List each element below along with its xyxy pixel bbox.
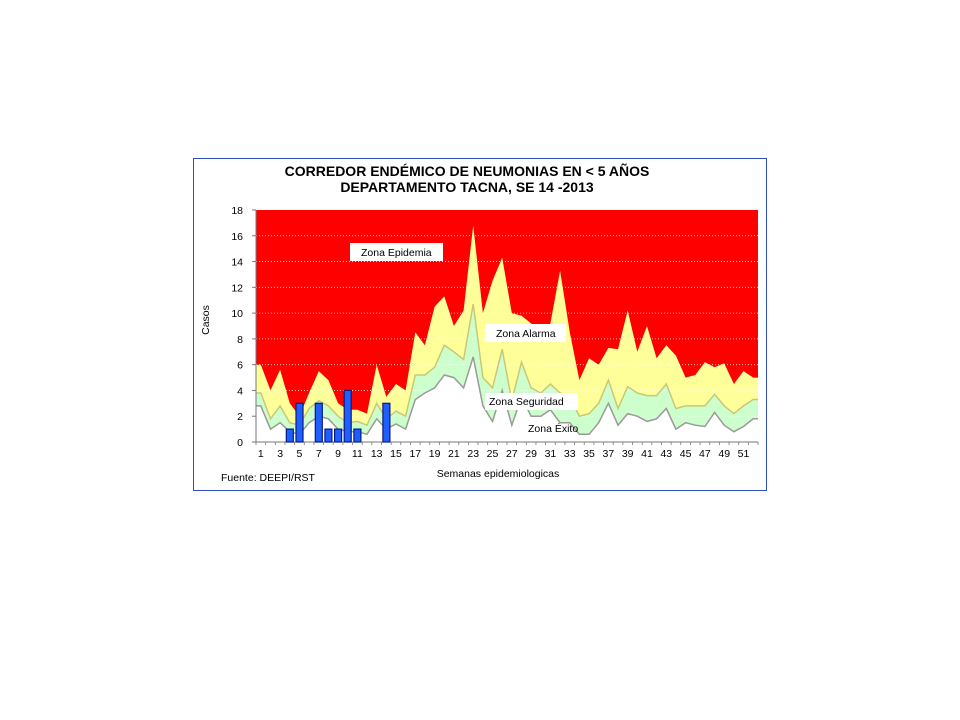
x-tick-label-33: 33 <box>564 448 576 460</box>
bar-week-7 <box>314 402 323 443</box>
y-tick-label-10: 10 <box>231 308 243 320</box>
x-tick-label-35: 35 <box>583 448 595 460</box>
y-axis: 0 2 4 6 8 10 12 14 16 18 <box>231 205 256 449</box>
svg-text:Zona Seguridad: Zona Seguridad <box>489 396 564 408</box>
x-tick-label-5: 5 <box>297 448 303 460</box>
zone-label-seguridad: Zona Seguridad <box>485 393 578 410</box>
x-axis-label: Semanas epidemiologicas <box>437 468 560 480</box>
y-tick-label-4: 4 <box>237 385 243 397</box>
x-tick-label-31: 31 <box>545 448 557 460</box>
x-tick-label-13: 13 <box>371 448 383 460</box>
y-tick-label-2: 2 <box>237 411 243 423</box>
x-tick-label-43: 43 <box>660 448 672 460</box>
svg-text:Zona Alarma: Zona Alarma <box>496 328 556 340</box>
x-tick-label-9: 9 <box>335 448 341 460</box>
x-tick-label-39: 39 <box>622 448 634 460</box>
x-tick-label-51: 51 <box>738 448 750 460</box>
x-tick-label-41: 41 <box>641 448 653 460</box>
x-tick-label-25: 25 <box>487 448 499 460</box>
x-tick-label-3: 3 <box>277 448 283 460</box>
alarm-threshold-line <box>256 303 758 427</box>
y-tick-label-18: 18 <box>231 205 243 217</box>
zone-label-alarma: Zona Alarma <box>485 324 566 342</box>
x-tick-label-7: 7 <box>316 448 322 460</box>
x-tick-label-29: 29 <box>525 448 537 460</box>
y-tick-label-16: 16 <box>231 231 243 243</box>
zone-seguridad-area <box>256 304 758 442</box>
x-tick-label-45: 45 <box>680 448 692 460</box>
y-tick-label-6: 6 <box>237 360 243 372</box>
y-tick-label-14: 14 <box>231 257 243 269</box>
bar-week-4 <box>285 428 294 443</box>
x-tick-label-15: 15 <box>390 448 402 460</box>
bar-week-11 <box>353 428 362 443</box>
x-tick-label-11: 11 <box>352 448 363 460</box>
bar-week-8 <box>324 428 333 443</box>
y-tick-label-8: 8 <box>237 334 243 346</box>
x-tick-label-1: 1 <box>258 448 264 460</box>
chart-title-line2: DEPARTAMENTO TACNA, SE 14 -2013 <box>340 179 594 195</box>
bar-series <box>285 389 391 443</box>
bar-week-10 <box>343 389 352 443</box>
x-tick-label-17: 17 <box>409 448 421 460</box>
svg-text:Zona Epidemia: Zona Epidemia <box>361 247 432 259</box>
y-tick-label-0: 0 <box>237 437 243 449</box>
y-axis-label: Casos <box>200 305 212 335</box>
x-tick-label-19: 19 <box>429 448 441 460</box>
x-tick-label-23: 23 <box>467 448 479 460</box>
source-note: Fuente: DEEPI/RST <box>221 472 316 484</box>
x-tick-label-47: 47 <box>699 448 711 460</box>
bar-week-9 <box>334 428 343 443</box>
bar-week-5 <box>295 402 304 443</box>
x-tick-label-37: 37 <box>603 448 615 460</box>
zone-label-exito: Zona Éxito <box>528 422 578 435</box>
zone-exito-area <box>256 356 758 442</box>
y-tick-label-12: 12 <box>231 282 243 294</box>
chart-title-line1: CORREDOR ENDÉMICO DE NEUMONIAS EN < 5 AÑ… <box>285 162 650 179</box>
bar-week-14 <box>382 402 391 443</box>
x-tick-label-27: 27 <box>506 448 518 460</box>
x-tick-label-21: 21 <box>448 448 460 460</box>
x-axis: 1 3 5 7 9 11 13 15 17 19 21 23 25 27 29 31 33 35 37 39 41 43 4… <box>255 442 759 460</box>
zone-label-epidemia: Zona Epidemia <box>350 243 443 261</box>
x-tick-label-49: 49 <box>718 448 730 460</box>
